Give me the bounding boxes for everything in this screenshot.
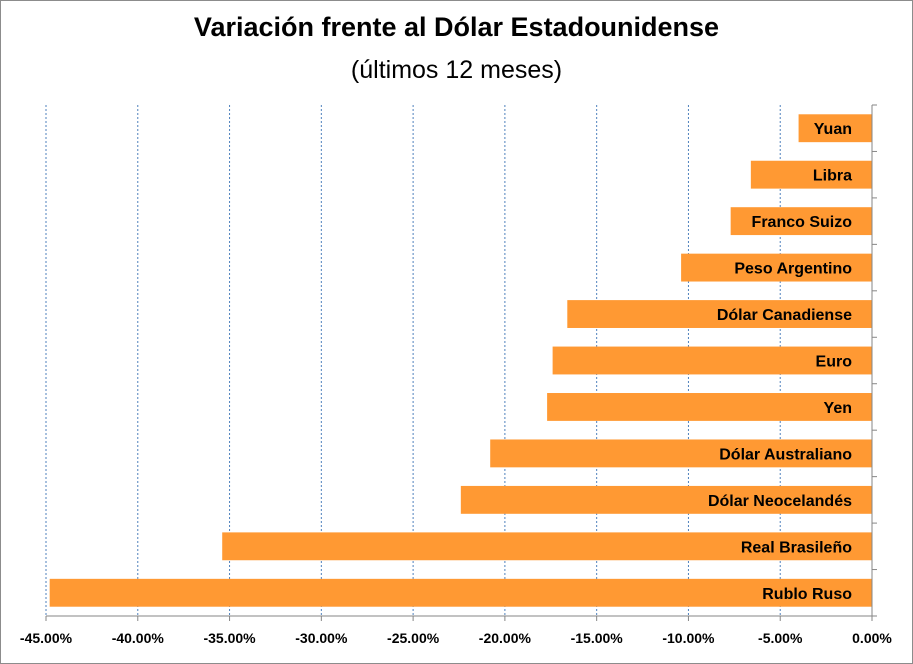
x-tick-label: -20.00% xyxy=(479,630,532,646)
x-tick-label: -25.00% xyxy=(387,630,440,646)
bar xyxy=(222,532,873,561)
bar xyxy=(460,485,872,514)
x-tick-label: 0.00% xyxy=(852,630,892,646)
bar-label: Real Brasileño xyxy=(741,539,852,556)
chart-title: Variación frente al Dólar Estadounidense xyxy=(193,12,720,42)
bar-label: Rublo Ruso xyxy=(762,586,852,603)
bar xyxy=(547,393,872,421)
bar xyxy=(552,346,872,375)
x-tick-label: -15.00% xyxy=(571,630,624,646)
bar-label: Dólar Canadiense xyxy=(717,307,852,324)
x-axis: -45.00% -40.00% -35.00% -30.00% -25.00% -20.0… xyxy=(20,104,892,646)
bar xyxy=(750,160,872,189)
gridlines xyxy=(45,105,781,616)
bar-label: Yuan xyxy=(814,121,852,138)
x-tick-label: -5.00% xyxy=(758,630,803,646)
bar-label: Yen xyxy=(824,400,852,417)
bar xyxy=(490,439,872,468)
bar xyxy=(681,253,872,282)
bar xyxy=(49,578,872,607)
bar xyxy=(567,300,872,328)
chart-subtitle: (últimos 12 meses) xyxy=(350,56,563,84)
bar-label: Euro xyxy=(816,354,853,371)
bars: Yuan Libra Franco Suizo Peso Argentino Dólar… xyxy=(49,114,873,607)
x-tick-label: -40.00% xyxy=(112,630,165,646)
bar-label: Franco Suizo xyxy=(752,214,853,231)
bar-label: Dólar Australiano xyxy=(719,446,852,463)
x-tick-label: -45.00% xyxy=(20,630,73,646)
x-tick-label: -35.00% xyxy=(203,630,256,646)
bar-label: Dólar Neocelandés xyxy=(708,493,852,510)
x-tick-label: -10.00% xyxy=(662,630,715,646)
bar xyxy=(730,207,872,236)
x-tick-label: -30.00% xyxy=(295,630,348,646)
bar-label: Peso Argentino xyxy=(734,261,852,278)
bar-label: Libra xyxy=(813,168,852,185)
bar xyxy=(798,114,872,143)
